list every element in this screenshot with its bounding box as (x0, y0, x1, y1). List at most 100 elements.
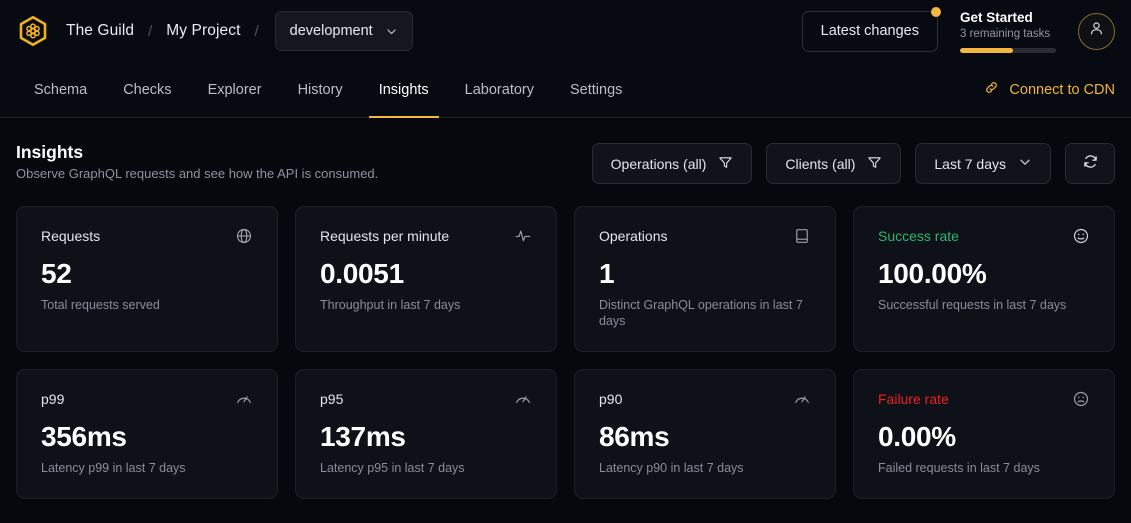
metric-label: Requests (41, 228, 101, 244)
metric-description: Failed requests in last 7 days (878, 461, 1040, 475)
nav-tabs: Schema Checks Explorer History Insights … (16, 62, 640, 118)
tab-checks[interactable]: Checks (105, 62, 189, 117)
tab-settings[interactable]: Settings (552, 62, 640, 117)
metric-description: Distinct GraphQL operations in last 7 da… (599, 298, 803, 328)
refresh-icon (1082, 153, 1099, 175)
metric-card-p99: p99 356ms Latency p99 in last 7 days (16, 369, 278, 499)
metric-label: p95 (320, 391, 344, 407)
page-subtitle: Observe GraphQL requests and see how the… (16, 166, 379, 181)
get-started-title: Get Started (960, 9, 1033, 25)
gauge-icon (793, 390, 811, 408)
metric-label: Requests per minute (320, 228, 450, 244)
top-bar: The Guild / My Project / development Lat… (0, 0, 1131, 62)
card-header: Requests per minute (320, 227, 532, 245)
latest-changes-label: Latest changes (820, 23, 919, 39)
latest-changes-button[interactable]: Latest changes (801, 6, 941, 52)
metric-value: 0.00% (878, 421, 956, 452)
gauge-icon (235, 390, 253, 408)
card-header: p99 (41, 390, 253, 408)
metric-description: Successful requests in last 7 days (878, 298, 1067, 312)
date-range-selector[interactable]: Last 7 days (915, 143, 1051, 184)
tab-label: History (297, 81, 343, 98)
connect-to-cdn-link[interactable]: Connect to CDN (983, 62, 1115, 117)
funnel-icon (718, 155, 733, 173)
gauge-icon (514, 390, 532, 408)
frown-icon (1072, 390, 1090, 408)
card-header: Failure rate (878, 390, 1090, 408)
breadcrumb-separator-1: / (148, 22, 153, 40)
smile-icon (1072, 227, 1090, 245)
environment-label: development (289, 23, 373, 39)
tab-label: Insights (378, 81, 429, 98)
metric-label: p99 (41, 391, 65, 407)
clients-filter-button[interactable]: Clients (all) (766, 143, 902, 184)
main-navigation: Schema Checks Explorer History Insights … (0, 62, 1131, 118)
card-header: Requests (41, 227, 253, 245)
tab-label: Settings (570, 81, 623, 98)
metric-value: 356ms (41, 421, 127, 452)
card-header: Operations (599, 227, 811, 245)
tab-label: Explorer (207, 81, 262, 98)
metric-label: Failure rate (878, 391, 949, 407)
refresh-button[interactable] (1065, 143, 1115, 184)
breadcrumb: The Guild / My Project / development (64, 11, 413, 51)
insights-content: Insights Observe GraphQL requests and se… (0, 118, 1131, 523)
user-avatar-icon (1088, 20, 1105, 42)
filter-toolbar: Operations (all) Clients (all) (591, 140, 1115, 184)
breadcrumb-separator-2: / (254, 22, 259, 40)
top-bar-right: Latest changes Get Started 3 remaining t… (801, 6, 1115, 53)
get-started-progress-fill (960, 47, 1013, 53)
metric-value: 1 (599, 258, 615, 289)
metric-card-p95: p95 137ms Latency p95 in last 7 days (295, 369, 557, 499)
clients-filter-label: Clients (all) (785, 155, 856, 172)
card-header: Success rate (878, 227, 1090, 245)
metric-label: Success rate (878, 228, 959, 244)
metric-label: Operations (599, 228, 668, 244)
metric-value: 137ms (320, 421, 406, 452)
get-started-progress-bar (960, 47, 1056, 53)
user-avatar[interactable] (1078, 12, 1115, 50)
metric-card-p90: p90 86ms Latency p90 in last 7 days (574, 369, 836, 499)
metrics-grid-row-2: p99 356ms Latency p99 in last 7 days p95 (16, 369, 1115, 499)
metric-card-operations: Operations 1 Distinct GraphQL operations… (574, 206, 836, 352)
metric-value: 0.0051 (320, 258, 404, 289)
metric-card-requests: Requests 52 Total requests served (16, 206, 278, 352)
metric-value: 86ms (599, 421, 670, 452)
page-title: Insights (16, 142, 84, 162)
globe-icon (235, 227, 253, 245)
metric-description: Throughput in last 7 days (320, 298, 461, 312)
metrics-grid-row-1: Requests 52 Total requests served Reques… (16, 206, 1115, 352)
tab-laboratory[interactable]: Laboratory (447, 62, 552, 117)
breadcrumb-org[interactable]: The Guild (66, 22, 135, 39)
get-started-subtitle: 3 remaining tasks (960, 27, 1051, 40)
activity-pulse-icon (514, 227, 532, 245)
breadcrumb-project[interactable]: My Project (166, 22, 241, 39)
tab-insights[interactable]: Insights (361, 62, 447, 118)
link-chain-icon (983, 79, 1000, 100)
tab-history[interactable]: History (280, 62, 361, 117)
metric-card-success-rate: Success rate 100.00% Successful requests… (853, 206, 1115, 352)
funnel-icon (867, 155, 882, 173)
metric-description: Latency p95 in last 7 days (320, 461, 465, 475)
tab-label: Schema (34, 81, 88, 98)
metric-label: p90 (599, 391, 623, 407)
metric-description: Latency p90 in last 7 days (599, 461, 744, 475)
operations-filter-button[interactable]: Operations (all) (591, 143, 753, 184)
tab-label: Laboratory (464, 81, 534, 98)
tab-schema[interactable]: Schema (16, 62, 105, 117)
metric-value: 52 (41, 258, 72, 289)
guild-hexagon-logo-icon[interactable] (16, 14, 50, 48)
notification-dot-badge (931, 6, 941, 17)
book-icon (793, 227, 811, 245)
get-started-widget[interactable]: Get Started 3 remaining tasks (960, 10, 1056, 53)
metric-value: 100.00% (878, 258, 987, 289)
date-range-label: Last 7 days (934, 155, 1006, 172)
environment-selector[interactable]: development (274, 11, 413, 51)
page-header-text: Insights Observe GraphQL requests and se… (16, 140, 378, 181)
metric-description: Latency p99 in last 7 days (41, 461, 186, 475)
metric-description: Total requests served (41, 298, 160, 312)
page-header: Insights Observe GraphQL requests and se… (16, 140, 1115, 184)
chevron-down-icon (1018, 155, 1032, 172)
tab-explorer[interactable]: Explorer (190, 62, 280, 117)
